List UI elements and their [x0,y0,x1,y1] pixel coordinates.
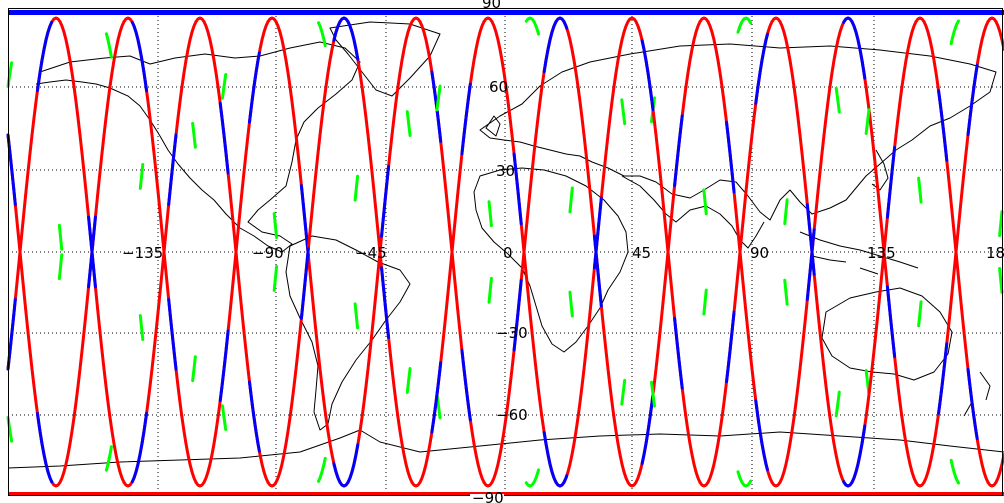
coastlines [7,21,1004,469]
coast-north-america [35,41,361,253]
coast-greenland [329,21,441,97]
ground-track-transition-0 [6,16,1004,488]
label-lon-0: 0 [503,244,513,262]
coast-south-america [285,235,411,431]
map-frame-border [8,8,1003,496]
label-lon-minus-90: −90 [252,244,284,262]
ground-track-transition-1 [6,16,1004,488]
coast-new-zealand [963,371,991,417]
label-lon-minus-45: −45 [355,244,387,262]
label-lat-60: 60 [489,78,508,96]
label-lon-180: 18 [986,244,1004,262]
label-lat-minus-30: −30 [496,324,528,342]
label-lon-45: 45 [632,244,651,262]
coast-eurasia [479,43,997,221]
label-lon-90: 90 [750,244,769,262]
label-lat-30: 30 [496,162,515,180]
label-lon-minus-135: −135 [122,244,163,262]
bottom-track-band [8,492,1004,496]
ground-track-eclipse-1 [6,16,1004,488]
coast-southeast-asia [799,231,919,275]
top-track-band [8,10,1004,15]
label-lat-90: 90 [482,0,501,12]
label-lat-minus-90: −90 [472,489,504,503]
label-lat-minus-60: −60 [496,406,528,424]
axis-labels: 90 −135 −90 −45 0 45 90 135 18 60 30 −30… [122,0,1004,503]
coast-uk [485,115,501,137]
label-lon-135: 135 [867,244,896,262]
ground-tracks [6,16,1004,488]
ground-track-eclipse-0 [6,16,1004,488]
